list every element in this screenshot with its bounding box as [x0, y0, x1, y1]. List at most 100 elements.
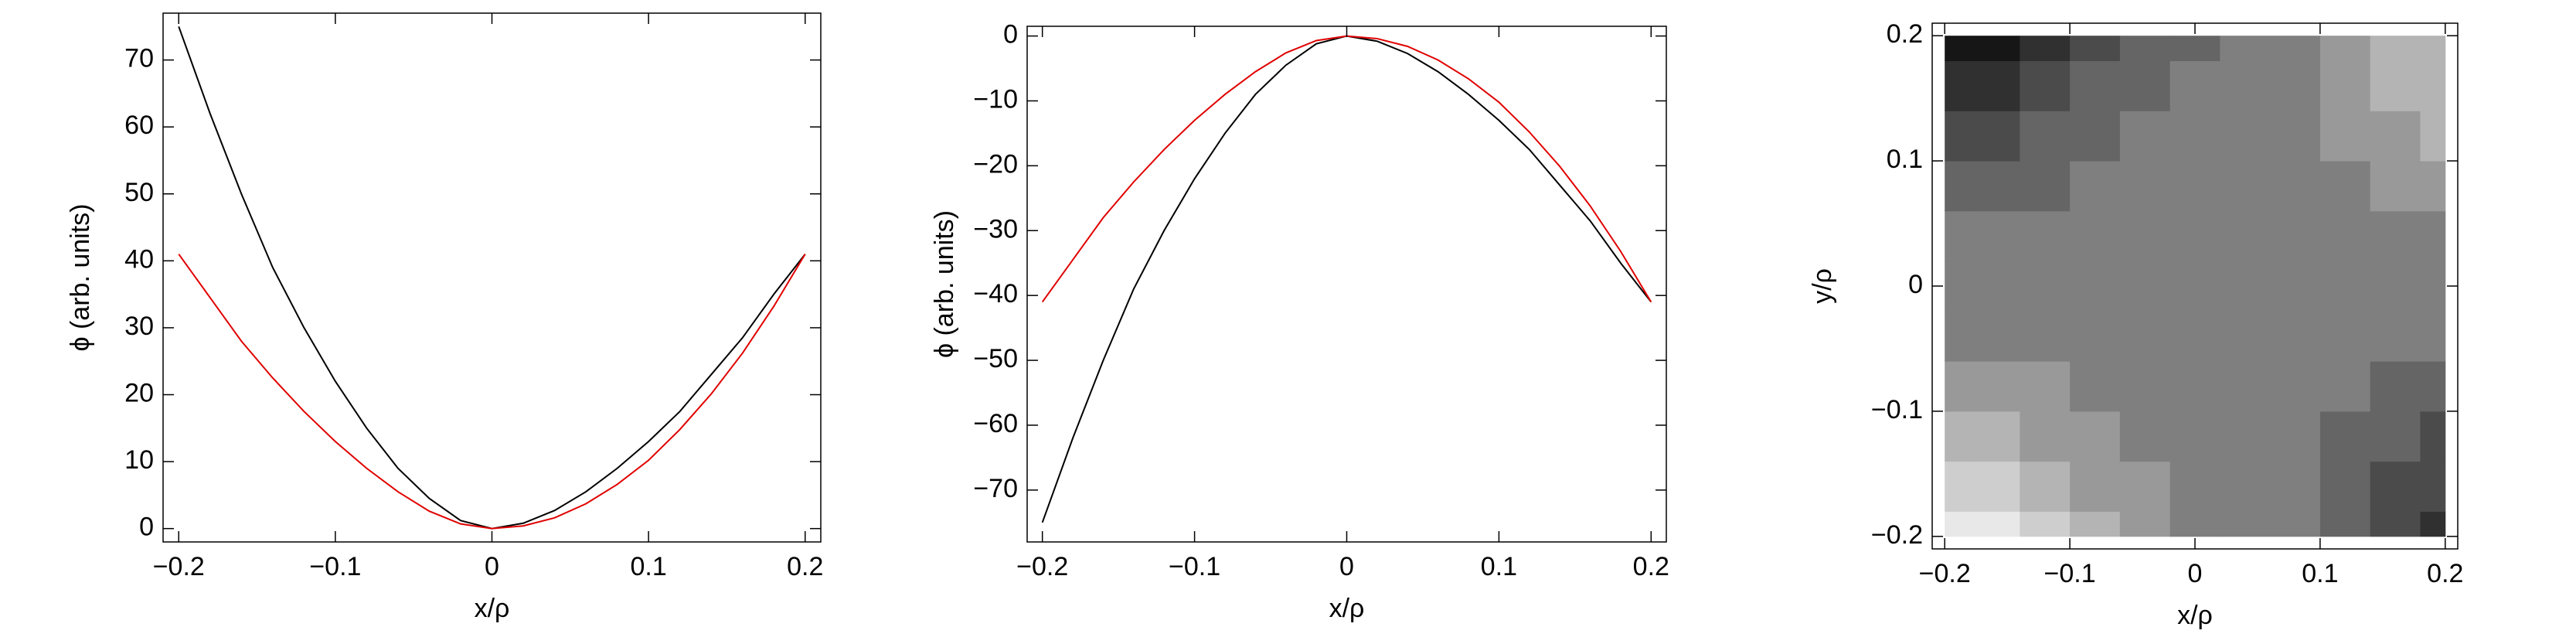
- contour-cell: [1945, 461, 1971, 512]
- contour-cell: [2070, 60, 2121, 111]
- contour-cell: [2420, 36, 2446, 62]
- contour-cell: [1945, 311, 1971, 362]
- contour-cell: [2420, 111, 2446, 162]
- contour-cell: [2169, 261, 2220, 312]
- contour-cell: [1969, 36, 2020, 62]
- contour-cell: [2070, 311, 2121, 362]
- contour-cell: [2020, 210, 2071, 262]
- x-tick-label: −0.1: [2044, 559, 2096, 588]
- contour-cell: [2270, 111, 2321, 162]
- contour-cell: [2020, 361, 2071, 412]
- contour-cell: [2169, 161, 2220, 212]
- contour-cell: [2169, 411, 2220, 462]
- x-tick-label: 0.2: [1633, 552, 1669, 581]
- contour-cell: [1969, 161, 2020, 212]
- contour-cell: [2370, 461, 2421, 512]
- contour-cell: [1945, 161, 1971, 212]
- y-tick-label: −60: [973, 409, 1018, 438]
- contour-cell: [2420, 311, 2446, 362]
- contour-cell: [2319, 210, 2371, 262]
- contour-cell: [2020, 261, 2071, 312]
- contour-cell: [2020, 511, 2071, 537]
- contour-cell: [1945, 210, 1971, 262]
- y-tick-label: −70: [973, 474, 1018, 503]
- contour-cell: [2220, 111, 2271, 162]
- y-tick-label: 20: [124, 379, 154, 408]
- contour-cell: [2169, 36, 2220, 62]
- contour-cell: [2319, 261, 2371, 312]
- contour-cell: [2270, 60, 2321, 111]
- contour-cell: [1945, 60, 1971, 111]
- data-line: [1041, 35, 1652, 523]
- contour-cell: [2270, 411, 2321, 462]
- x-tick-label: −0.1: [1169, 552, 1220, 581]
- contour-cell: [2220, 60, 2271, 111]
- chart-panel: −0.2 −0.1 0 0.1 0.2 −0.2 −0.1 0 0.1 0.2 x/ρ y/ρ: [1808, 19, 2463, 630]
- x-tick-label: 0.1: [630, 552, 666, 581]
- contour-cell: [2020, 60, 2071, 111]
- contour-cell: [2220, 210, 2271, 262]
- y-tick-label: 0.1: [1887, 145, 1923, 174]
- x-tick-label: 0.2: [787, 552, 823, 581]
- contour-cell: [1969, 210, 2020, 262]
- contour-cell: [1945, 111, 1971, 162]
- x-axis-label: x/ρ: [475, 594, 510, 623]
- contour-cell: [2020, 461, 2071, 512]
- plot-frame: [1026, 26, 1667, 543]
- contour-cell: [2220, 311, 2271, 362]
- y-tick-label: −20: [973, 149, 1018, 179]
- contour-cell: [2020, 111, 2071, 162]
- contour-cell: [2220, 411, 2271, 462]
- contour-cell: [2420, 511, 2446, 537]
- contour-cell: [2020, 36, 2071, 62]
- contour-cell: [2169, 210, 2220, 262]
- contour-cell: [2370, 361, 2421, 412]
- contour-cell: [2270, 311, 2321, 362]
- contour-cell: [2119, 311, 2171, 362]
- contour-cell: [2370, 161, 2421, 212]
- contour-cell: [2169, 60, 2220, 111]
- contour-cell: [2119, 210, 2171, 262]
- contour-cell: [2319, 311, 2371, 362]
- contour-cell: [2370, 111, 2421, 162]
- x-tick-label: 0.1: [2302, 559, 2338, 588]
- contour-cell: [2319, 361, 2371, 412]
- contour-cell: [2070, 210, 2121, 262]
- contour-cell: [2319, 36, 2371, 62]
- x-tick-label: −0.2: [153, 552, 205, 581]
- y-tick-label: 70: [124, 44, 154, 73]
- y-axis-label: ϕ (arb. units): [66, 204, 95, 352]
- contour-cell: [2020, 161, 2071, 212]
- contour-cell: [2370, 210, 2421, 262]
- contour-cell: [1945, 36, 1971, 62]
- contour-cell: [2420, 210, 2446, 262]
- contour-cell: [2270, 461, 2321, 512]
- contour-cell: [2169, 111, 2220, 162]
- contour-cell: [2319, 461, 2371, 512]
- contour-cell: [2169, 311, 2220, 362]
- contour-cell: [2119, 36, 2171, 62]
- x-tick-label: 0: [485, 552, 499, 581]
- contour-cell: [2119, 461, 2171, 512]
- contour-cell: [2220, 511, 2271, 537]
- contour-cell: [2119, 111, 2171, 162]
- y-axis-label: ϕ (arb. units): [930, 210, 959, 358]
- x-tick-label: 0: [1339, 552, 1354, 581]
- y-tick-label: −50: [973, 344, 1018, 373]
- contour-cell: [2270, 511, 2321, 537]
- contour-cell: [2070, 511, 2121, 537]
- contour-cell: [1969, 311, 2020, 362]
- y-tick-label: −10: [973, 84, 1018, 114]
- y-tick-label: 60: [124, 111, 154, 140]
- plot-frame: [162, 12, 822, 543]
- contour-cell: [2169, 361, 2220, 412]
- contour-cell: [2270, 361, 2321, 412]
- y-tick-label: 10: [124, 445, 154, 475]
- contour-cell: [2420, 161, 2446, 212]
- contour-cell: [2420, 461, 2446, 512]
- data-line: [178, 26, 806, 530]
- contour-cell: [1945, 361, 1971, 412]
- y-axis-label: y/ρ: [1808, 268, 1837, 304]
- contour-cell: [2119, 511, 2171, 537]
